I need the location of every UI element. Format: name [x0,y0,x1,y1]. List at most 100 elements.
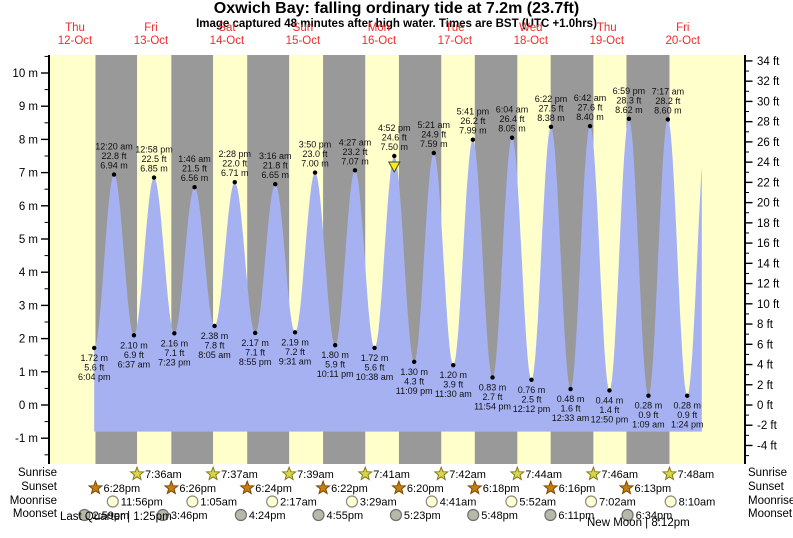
right-axis-tick-label: 16 ft [757,238,780,250]
tide-event-label: 1.72 m [80,353,108,363]
day-label-dow: Mon [368,22,390,34]
tide-event-dot [131,333,137,338]
tide-event-dot [111,172,117,177]
tide-event-label: 0.28 m [673,401,701,411]
tide-event-label: 8.38 m [537,113,565,123]
moonrise-moon-icon [584,495,598,508]
tide-event-label: 1.30 m [400,367,428,377]
tide-event-label: 7.1 ft [245,347,266,357]
moonrise-moon-icon [266,495,279,508]
sunset-time: 6:20pm [407,483,444,495]
moonset-time: 6:11pm [558,510,594,522]
left-axis-tick-label: 10 m [12,68,38,80]
sunrise-time: 7:39am [297,469,334,481]
moonset-moon-icon [467,508,480,522]
moonrise-time: 2:17am [280,497,317,509]
sunrise-star-icon [509,465,526,481]
moonset-time: 6:34pm [636,510,673,522]
sunset-time: 6:22pm [331,483,368,495]
tide-event-label: 27.6 ft [578,103,604,113]
tide-event-dot [212,323,217,329]
tide-event-label: 1.4 ft [599,405,620,415]
right-axis-tick-label: 26 ft [757,137,780,149]
tide-event-label: 28.2 ft [655,96,681,106]
tide-event-label: 21.8 ft [263,161,289,171]
moonrise-time: 7:02am [599,497,636,509]
tide-event-label: 5.9 ft [325,360,346,370]
sunset-star-icon [87,479,104,495]
left-axis-tick-label: 3 m [19,300,38,312]
tide-event-label: 26.2 ft [460,116,486,126]
left-axis-tick-label: 1 m [19,367,38,379]
moonrise-moon-icon [664,495,677,508]
moonrise-row-label-left: Moonrise [9,494,57,507]
tide-event-label: 0.9 ft [638,410,659,420]
tide-event-label: 1.80 m [321,350,349,360]
day-label-dow: Sat [218,22,236,34]
sunset-star-icon [315,479,331,495]
tide-event-dot [392,153,397,159]
tide-event-label: 0.83 m [479,382,507,392]
right-axis-tick-label: 8 ft [757,319,774,331]
tide-event-label: 7:17 am [652,86,685,96]
left-axis-tick-label: 2 m [19,334,38,346]
right-axis-tick-label: 24 ft [757,157,780,169]
tide-event-dot [151,175,157,180]
left-axis-tick-label: 9 m [19,101,38,113]
tide-event-label: 11:09 pm [396,386,433,396]
moonrise-time: 5:52am [519,497,556,509]
tide-event-label: 8.62 m [615,105,643,115]
day-label-dow: Thu [597,22,617,34]
tide-event-dot [509,135,515,140]
sunset-star-icon [542,479,559,495]
tide-event-label: 10:38 am [356,372,394,382]
right-axis-tick-label: 10 ft [757,299,780,311]
moonrise-moon-icon [186,495,199,508]
tide-event-label: 8.05 m [498,124,526,134]
day-label-date: 17-Oct [438,35,473,47]
tide-event-label: 0.9 ft [677,410,698,420]
tide-event-label: 12:20 am [95,142,133,152]
tide-event-dot [451,362,456,368]
sunset-star-icon [618,479,635,495]
sunrise-time: 7:48am [677,469,714,481]
tide-event-label: 24.9 ft [421,130,447,140]
right-axis-tick-label: 0 ft [757,400,774,412]
day-label-dow: Wed [519,22,542,34]
day-label-date: 13-Oct [134,35,169,47]
tide-event-label: 6.65 m [262,170,290,180]
tide-event-dot [312,170,318,175]
left-axis-tick-label: 5 m [19,234,38,246]
tide-event-label: 6:04 pm [78,372,111,382]
moonrise-moon-icon [505,495,518,508]
day-label-date: 12-Oct [58,35,93,47]
moonrise-moon-icon [345,495,359,508]
tide-event-dot [529,377,534,382]
sunrise-time: 7:46am [601,469,638,481]
tide-event-label: 7.00 m [301,159,329,169]
tide-event-label: 12:58 pm [135,145,173,155]
sunset-row-label-right: Sunset [748,481,784,493]
moonset-time: 2:59pm [92,510,129,522]
tide-event-label: 23.2 ft [342,147,368,157]
sunset-star-icon [391,479,407,495]
tide-event-label: 6.94 m [100,161,128,171]
tide-event-label: 0.44 m [596,395,624,405]
day-label-dow: Thu [65,22,85,34]
tide-event-label: 4:27 am [339,137,372,147]
moonrise-time: 11:56pm [121,497,163,509]
tide-event-label: 22.8 ft [102,151,128,161]
day-label-dow: Sun [293,22,313,34]
moonrise-time: 8:10am [679,497,716,509]
tide-event-label: 1.20 m [440,370,468,380]
tide-event-label: 11:30 am [435,389,472,399]
tide-event-label: 8.40 m [576,112,604,122]
tide-event-label: 7.50 m [381,142,409,152]
right-axis-tick-label: -4 ft [757,440,778,452]
tide-event-label: 27.5 ft [538,103,564,113]
sunset-time: 6:24pm [255,483,292,495]
right-axis-tick-label: 20 ft [757,198,780,210]
left-axis-tick-label: 7 m [19,168,38,180]
moonset-time: 4:55pm [326,510,363,522]
